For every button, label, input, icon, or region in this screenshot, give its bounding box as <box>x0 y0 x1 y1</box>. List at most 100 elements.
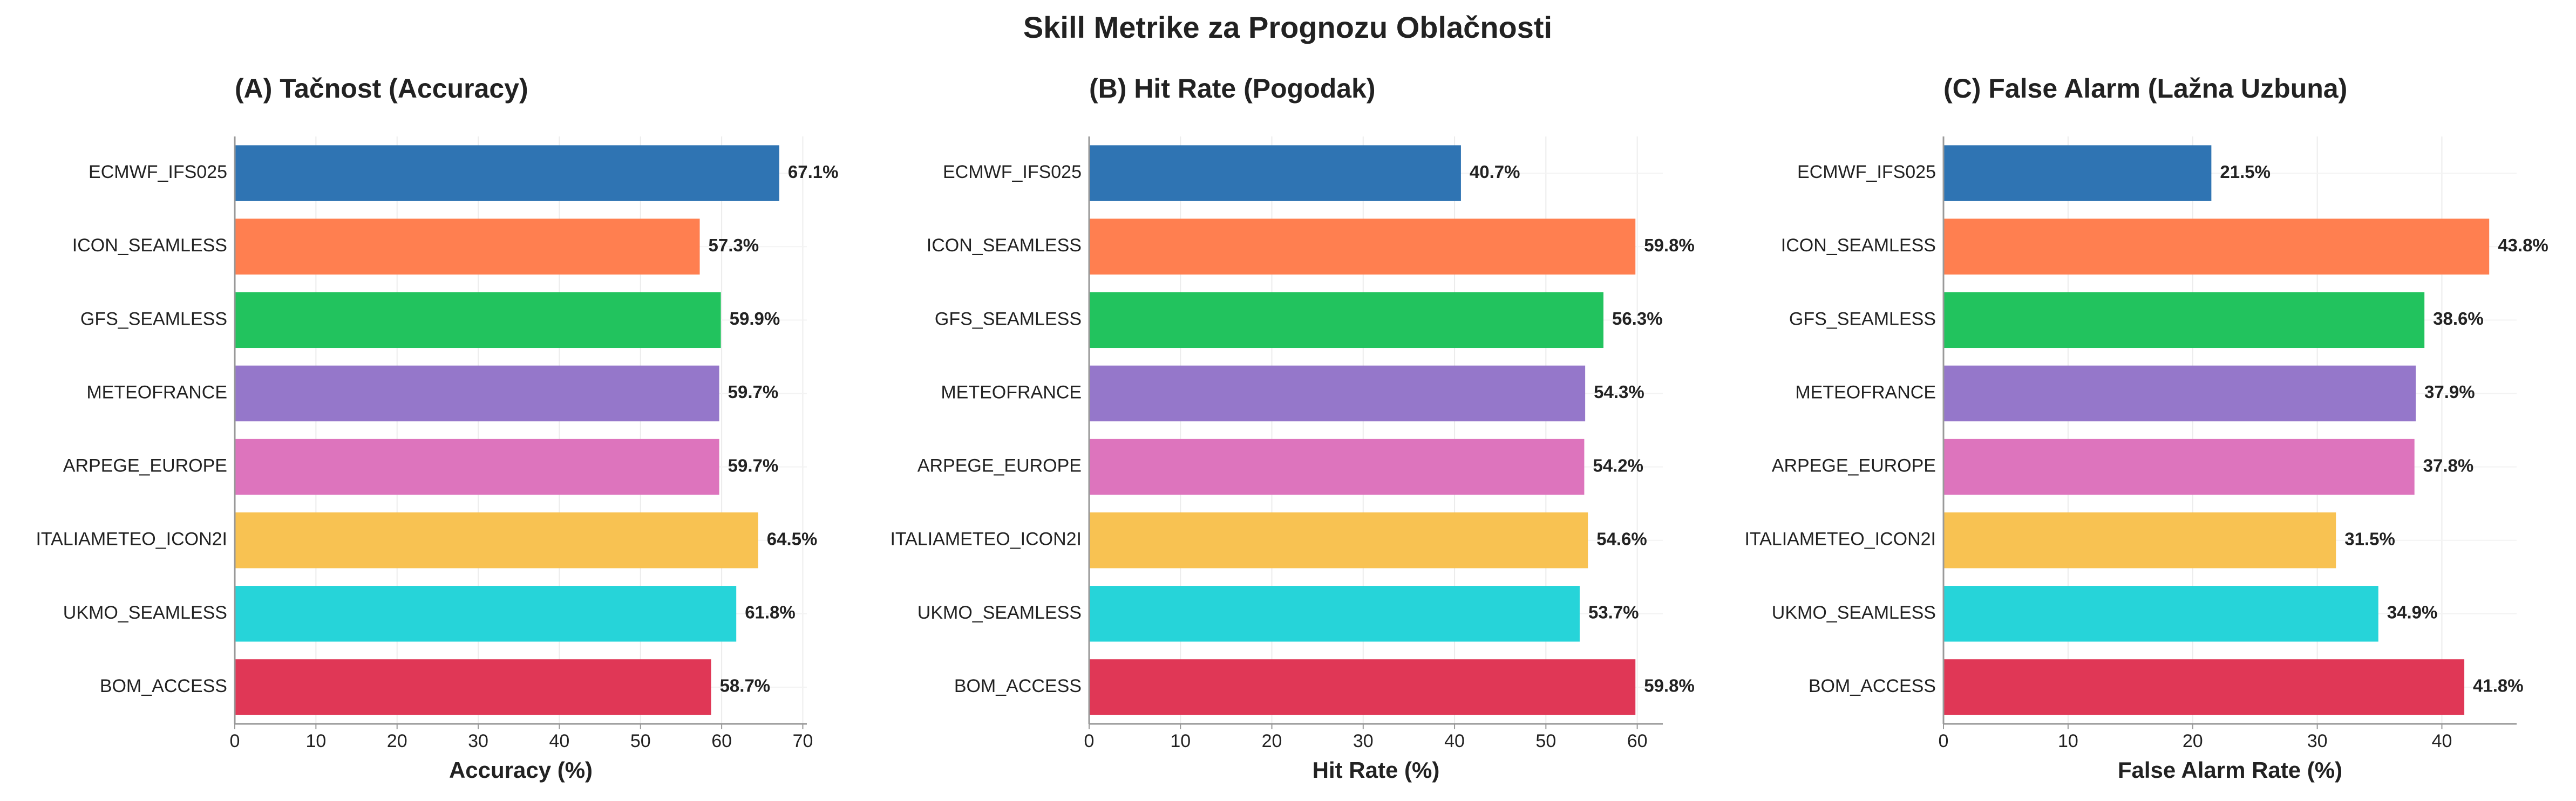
bar <box>235 512 758 569</box>
y-tick-label: UKMO_SEAMLESS <box>1772 603 1936 623</box>
value-label: 21.5% <box>2220 162 2271 182</box>
y-tick-label: ITALIAMETEO_ICON2I <box>36 529 227 550</box>
x-tick-label: 70 <box>793 731 813 751</box>
value-label: 37.8% <box>2423 455 2474 475</box>
value-label: 54.6% <box>1596 529 1647 549</box>
bar <box>1089 512 1588 569</box>
x-tick-label: 40 <box>1444 731 1465 751</box>
bar <box>1089 218 1636 275</box>
y-tick-label: BOM_ACCESS <box>100 676 227 696</box>
y-tick-label: ECMWF_IFS025 <box>89 162 227 182</box>
bar <box>235 145 779 201</box>
x-tick-label: 0 <box>1939 731 1949 751</box>
y-tick-label: ECMWF_IFS025 <box>1797 162 1936 182</box>
bar <box>235 218 700 275</box>
bar <box>1089 145 1461 201</box>
y-tick-label: METEOFRANCE <box>1795 382 1936 402</box>
bar <box>235 439 719 495</box>
bar <box>1943 218 2490 275</box>
y-tick-label: GFS_SEAMLESS <box>935 309 1082 329</box>
value-label: 59.8% <box>1644 676 1695 696</box>
value-label: 41.8% <box>2473 676 2524 696</box>
y-tick-label: UKMO_SEAMLESS <box>917 603 1082 623</box>
bar <box>1089 439 1585 495</box>
value-label: 59.7% <box>728 455 779 475</box>
y-tick-label: ICON_SEAMLESS <box>1781 235 1936 256</box>
value-label: 59.9% <box>730 309 780 328</box>
value-label: 40.7% <box>1470 162 1520 182</box>
value-label: 37.9% <box>2424 382 2475 402</box>
value-label: 43.8% <box>2498 235 2548 255</box>
x-tick-label: 20 <box>2183 731 2203 751</box>
bar <box>235 292 721 348</box>
value-label: 54.3% <box>1594 382 1644 402</box>
value-label: 56.3% <box>1612 309 1663 328</box>
y-tick-label: BOM_ACCESS <box>954 676 1082 696</box>
value-label: 64.5% <box>767 529 818 549</box>
value-label: 53.7% <box>1588 603 1639 622</box>
bar <box>1089 659 1636 715</box>
x-tick-label: 30 <box>468 731 488 751</box>
bar <box>1943 512 2336 569</box>
value-label: 57.3% <box>709 235 759 255</box>
bar <box>1089 586 1580 642</box>
value-label: 34.9% <box>2387 603 2438 622</box>
y-tick-label: BOM_ACCESS <box>1809 676 1936 696</box>
value-label: 59.8% <box>1644 235 1695 255</box>
bar <box>235 365 719 422</box>
y-tick-label: ITALIAMETEO_ICON2I <box>890 529 1082 550</box>
y-tick-label: ECMWF_IFS025 <box>943 162 1082 182</box>
x-tick-label: 20 <box>1262 731 1282 751</box>
y-tick-label: ARPEGE_EUROPE <box>1772 456 1936 476</box>
y-tick-label: UKMO_SEAMLESS <box>63 603 227 623</box>
bar <box>235 659 711 715</box>
y-tick-label: GFS_SEAMLESS <box>1789 309 1936 329</box>
chart-title: (B) Hit Rate (Pogodak) <box>1089 73 1376 104</box>
y-tick-label: GFS_SEAMLESS <box>80 309 227 329</box>
x-tick-label: 10 <box>305 731 326 751</box>
x-tick-label: 40 <box>2432 731 2452 751</box>
y-tick-label: METEOFRANCE <box>86 382 227 402</box>
x-tick-label: 10 <box>1170 731 1191 751</box>
bar <box>1943 439 2415 495</box>
bar <box>1943 145 2212 201</box>
x-tick-label: 60 <box>711 731 732 751</box>
figure-title: Skill Metrike za Prognozu Oblačnosti <box>1023 10 1552 44</box>
value-label: 59.7% <box>728 382 779 402</box>
value-label: 31.5% <box>2344 529 2395 549</box>
y-tick-label: ARPEGE_EUROPE <box>917 456 1082 476</box>
x-tick-label: 20 <box>387 731 407 751</box>
value-label: 67.1% <box>788 162 839 182</box>
x-tick-label: 30 <box>1353 731 1374 751</box>
bar <box>1943 365 2416 422</box>
y-tick-label: ICON_SEAMLESS <box>927 235 1082 256</box>
x-tick-label: 50 <box>1535 731 1556 751</box>
x-tick-label: 0 <box>230 731 240 751</box>
y-tick-label: ARPEGE_EUROPE <box>63 456 227 476</box>
x-tick-label: 60 <box>1627 731 1648 751</box>
x-tick-label: 40 <box>549 731 570 751</box>
bar <box>235 586 737 642</box>
x-axis-label: False Alarm Rate (%) <box>2118 757 2342 783</box>
value-label: 54.2% <box>1593 455 1643 475</box>
value-label: 58.7% <box>720 676 771 696</box>
chart-title: (C) False Alarm (Lažna Uzbuna) <box>1943 73 2347 104</box>
chart-title: (A) Tačnost (Accuracy) <box>235 73 528 104</box>
x-tick-label: 0 <box>1084 731 1095 751</box>
value-label: 61.8% <box>745 603 796 622</box>
x-axis-label: Hit Rate (%) <box>1313 757 1440 783</box>
x-tick-label: 50 <box>630 731 651 751</box>
x-tick-label: 10 <box>2058 731 2078 751</box>
y-tick-label: ICON_SEAMLESS <box>72 235 227 256</box>
bar <box>1089 365 1586 422</box>
bar <box>1943 586 2378 642</box>
value-label: 38.6% <box>2433 309 2484 328</box>
y-tick-label: METEOFRANCE <box>941 382 1082 402</box>
bar <box>1943 659 2465 715</box>
x-axis-label: Accuracy (%) <box>449 757 593 783</box>
bar <box>1943 292 2425 348</box>
bar <box>1089 292 1603 348</box>
y-tick-label: ITALIAMETEO_ICON2I <box>1744 529 1936 550</box>
